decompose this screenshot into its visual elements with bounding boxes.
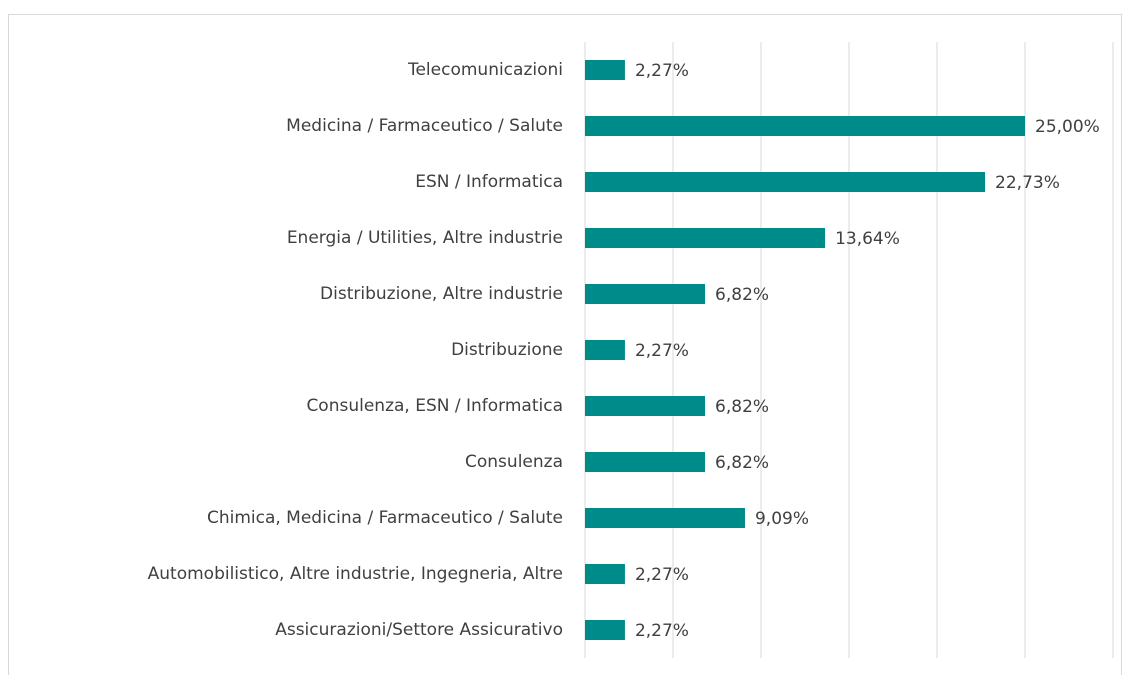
data-label: 6,82% xyxy=(715,453,769,473)
chart-border xyxy=(8,14,1122,675)
bar xyxy=(585,620,625,640)
y-tick-label: Assicurazioni/Settore Assicurativo xyxy=(275,620,563,640)
y-tick-label: ESN / Informatica xyxy=(415,172,563,192)
y-tick-label: Distribuzione, Altre industrie xyxy=(320,284,563,304)
data-label: 2,27% xyxy=(635,61,689,81)
bar xyxy=(585,284,706,304)
y-tick-label: Automobilistico, Altre industrie, Ingegn… xyxy=(148,564,563,584)
y-tick-label: Telecomunicazioni xyxy=(407,60,563,80)
bar xyxy=(585,564,625,584)
y-tick-label: Chimica, Medicina / Farmaceutico / Salut… xyxy=(207,508,563,528)
data-label: 9,09% xyxy=(755,509,809,529)
y-tick-label: Distribuzione xyxy=(451,340,563,360)
y-tick-label: Medicina / Farmaceutico / Salute xyxy=(286,116,563,136)
data-label: 2,27% xyxy=(635,621,689,641)
bar xyxy=(585,116,1025,136)
y-tick-label: Energia / Utilities, Altre industrie xyxy=(287,228,563,248)
data-label: 13,64% xyxy=(835,229,900,249)
bar xyxy=(585,396,706,416)
bar xyxy=(585,228,826,248)
bar xyxy=(585,60,625,80)
y-tick-label: Consulenza xyxy=(465,452,563,472)
y-tick-label: Consulenza, ESN / Informatica xyxy=(306,396,563,416)
data-label: 6,82% xyxy=(715,285,769,305)
bar xyxy=(585,508,745,528)
data-label: 2,27% xyxy=(635,565,689,585)
data-label: 2,27% xyxy=(635,341,689,361)
data-label: 25,00% xyxy=(1035,117,1100,137)
data-label: 6,82% xyxy=(715,397,769,417)
bar xyxy=(585,172,986,192)
bar xyxy=(585,452,706,472)
bar xyxy=(585,340,625,360)
data-label: 22,73% xyxy=(995,173,1060,193)
